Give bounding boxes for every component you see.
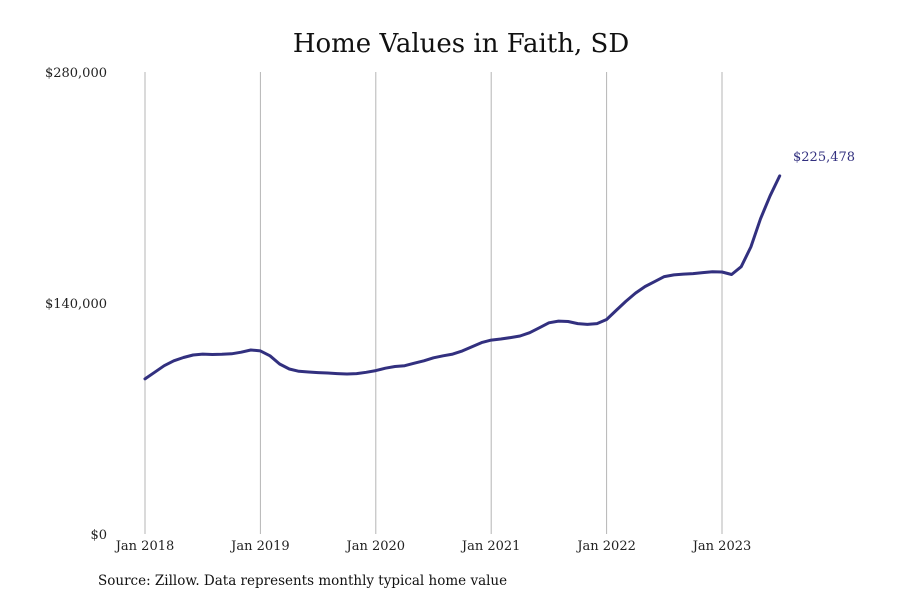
gridlines <box>144 72 723 534</box>
x-tick-label: Jan 2022 <box>575 539 636 554</box>
x-tick-label: Jan 2021 <box>460 539 521 554</box>
y-tick-label: $280,000 <box>45 66 107 81</box>
chart-title: Home Values in Faith, SD <box>293 29 629 59</box>
y-axis-ticks: $0 $140,000 $280,000 <box>45 66 107 543</box>
source-note: Source: Zillow. Data represents monthly … <box>98 573 507 589</box>
x-tick-label: Jan 2023 <box>691 539 752 554</box>
y-tick-label: $0 <box>90 528 107 543</box>
end-value-label: $225,478 <box>793 150 855 165</box>
x-tick-label: Jan 2018 <box>114 539 175 554</box>
x-tick-label: Jan 2019 <box>229 539 290 554</box>
series-line <box>143 174 782 381</box>
x-axis-ticks: Jan 2018 Jan 2019 Jan 2020 Jan 2021 Jan 2022… <box>114 539 752 554</box>
y-tick-label: $140,000 <box>45 297 107 312</box>
x-tick-label: Jan 2020 <box>345 539 406 554</box>
